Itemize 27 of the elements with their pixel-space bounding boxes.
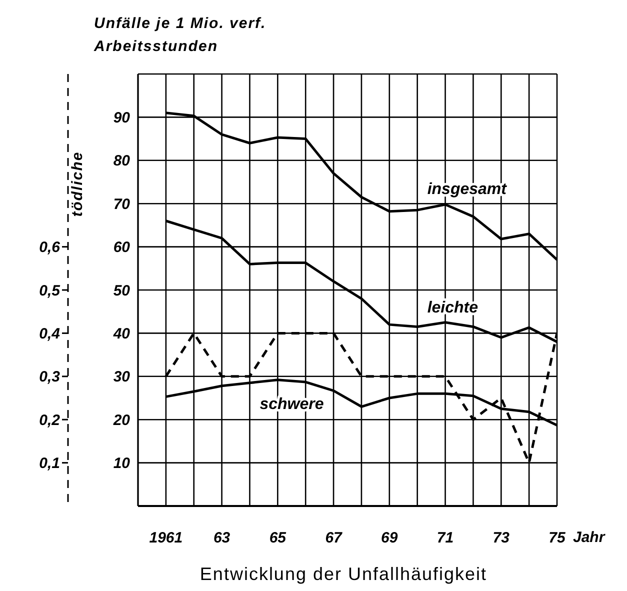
x-tick-label: 63 — [213, 530, 231, 547]
y-tick-label: 50 — [113, 282, 131, 300]
x-tick-label: 71 — [436, 530, 454, 547]
y2-axis-title: tödliche — [69, 151, 86, 217]
y2-tick-label: 0,1 — [39, 455, 60, 472]
y-tick-label: 30 — [113, 368, 131, 386]
text: Entwicklung der Unfallhäufigkeit — [198, 564, 488, 585]
x-tick-label: 73 — [492, 530, 510, 547]
y-tick-label: 40 — [112, 326, 131, 343]
y-tick-label: 20 — [112, 412, 131, 429]
x-tick-label: 67 — [325, 530, 343, 547]
y2-tick-label: 0,2 — [39, 412, 61, 429]
y-tick-label: 80 — [113, 152, 131, 170]
x-tick-label: 65 — [269, 530, 287, 547]
y-tick-label: 60 — [113, 239, 131, 256]
y-tick-label: 10 — [113, 455, 131, 472]
x-tick-label: 69 — [381, 530, 398, 547]
x-tick-label: 75 — [548, 530, 566, 547]
x-axis-title: Jahr — [573, 529, 606, 546]
y2-tick-label: 0,3 — [39, 368, 61, 386]
y2-tick-label: 0,5 — [39, 282, 61, 300]
y-tick-label: 70 — [113, 196, 131, 213]
y-axis-title: Unfälle je 1 Mio. verf. Arbeitsstunden — [94, 14, 268, 57]
x-tick-label: 1961 — [149, 530, 183, 547]
y-tick-label: 90 — [113, 110, 131, 127]
y2-tick-label: 0,4 — [39, 326, 61, 343]
y2-tick-label: 0,6 — [39, 239, 61, 256]
